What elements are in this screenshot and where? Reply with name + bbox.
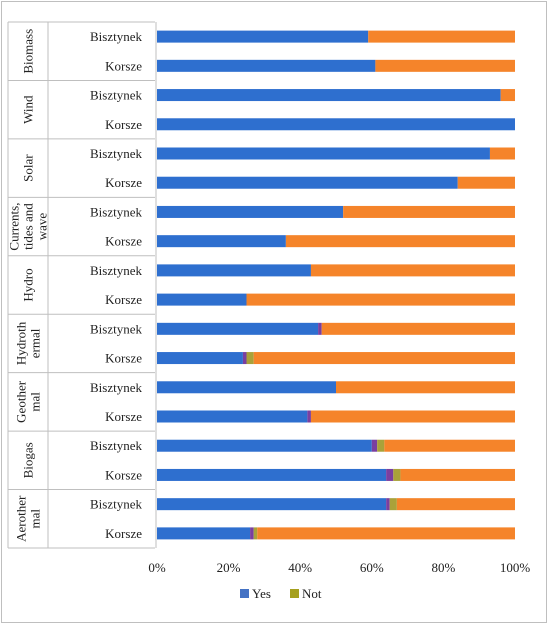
- bar-segment-purple: [371, 439, 378, 452]
- bar-segment-other: [400, 468, 515, 481]
- bar-segment-other: [489, 147, 515, 160]
- bar-segment-purple: [307, 410, 311, 423]
- row-label: Bisztynek: [90, 88, 142, 103]
- x-tick-label: 40%: [288, 560, 312, 575]
- row-label: Bisztynek: [90, 204, 142, 219]
- bar-segment-other: [500, 89, 515, 102]
- x-tick-label: 0%: [148, 560, 166, 575]
- bar-segment-not: [377, 439, 385, 452]
- bar-segment-other: [384, 439, 515, 452]
- bar-segment-yes: [157, 30, 369, 43]
- bar-segment-yes: [157, 59, 376, 72]
- bar-segment-other: [310, 264, 515, 277]
- row-label: Bisztynek: [90, 29, 142, 44]
- bar-segment-not: [246, 352, 254, 365]
- bar-segment-yes: [157, 118, 515, 131]
- bar-segment-other: [310, 410, 515, 423]
- bar-segment-not: [389, 498, 397, 511]
- row-label: Korsze: [105, 117, 142, 132]
- group-label-wind: Wind: [21, 95, 36, 124]
- group-label-geothermal: Geothermal: [14, 380, 43, 423]
- row-label: Korsze: [105, 351, 142, 366]
- bar-segment-yes: [157, 205, 344, 218]
- legend-label-not: Not: [302, 586, 322, 601]
- x-tick-label: 100%: [500, 560, 531, 575]
- bar-segment-other: [343, 205, 515, 218]
- bar-segment-yes: [157, 264, 311, 277]
- bar-segment-other: [396, 498, 515, 511]
- bar-segment-yes: [157, 381, 336, 394]
- legend-swatch-yes: [240, 589, 249, 598]
- bar-segment-yes: [157, 410, 308, 423]
- bar-segment-purple: [386, 468, 394, 481]
- group-label-aerothermal: Aerothermal: [14, 495, 43, 542]
- bar-segment-yes: [157, 527, 251, 540]
- row-label: Korsze: [105, 526, 142, 541]
- bar-segment-other: [457, 176, 515, 189]
- row-label: Bisztynek: [90, 380, 142, 395]
- bar-segment-yes: [157, 468, 387, 481]
- bar-segment-purple: [386, 498, 390, 511]
- bar-segment-other: [368, 30, 515, 43]
- row-label: Korsze: [105, 409, 142, 424]
- row-label: Bisztynek: [90, 263, 142, 278]
- bar-segment-yes: [157, 235, 286, 248]
- bar-segment-yes: [157, 293, 247, 306]
- row-label: Korsze: [105, 58, 142, 73]
- bar-segment-other: [285, 235, 515, 248]
- bar-segment-yes: [157, 322, 319, 335]
- row-label: Bisztynek: [90, 438, 142, 453]
- group-label-hydrothermal: Hydrothermal: [14, 321, 43, 365]
- row-label: Korsze: [105, 467, 142, 482]
- bar-segment-yes: [157, 176, 458, 189]
- bar-segment-yes: [157, 147, 490, 160]
- bar-segment-not: [393, 468, 401, 481]
- row-label: Korsze: [105, 234, 142, 249]
- row-label: Korsze: [105, 292, 142, 307]
- bar-segment-other: [257, 527, 515, 540]
- group-label-biomass: Biomass: [21, 29, 36, 74]
- bar-segment-yes: [157, 352, 243, 365]
- bar-segment-yes: [157, 498, 387, 511]
- x-tick-label: 60%: [360, 560, 384, 575]
- group-label-solar: Solar: [21, 154, 36, 182]
- x-tick-label: 20%: [217, 560, 241, 575]
- legend-label-yes: Yes: [252, 586, 271, 601]
- bar-segment-purple: [242, 352, 247, 365]
- bar-segment-purple: [250, 527, 254, 540]
- row-label: Korsze: [105, 175, 142, 190]
- bar-segment-other: [246, 293, 515, 306]
- x-tick-label: 80%: [431, 560, 455, 575]
- group-label-currents-tides-and-wave: Currents,tides andwave: [7, 203, 50, 251]
- legend-swatch-not: [290, 589, 299, 598]
- row-label: Bisztynek: [90, 497, 142, 512]
- bar-segment-other: [321, 322, 515, 335]
- group-label-biogas: Biogas: [21, 442, 36, 478]
- bar-segment-other: [375, 59, 515, 72]
- bar-segment-purple: [318, 322, 322, 335]
- row-label: Bisztynek: [90, 321, 142, 336]
- bar-segment-other: [336, 381, 515, 394]
- group-label-hydro: Hydro: [21, 268, 36, 301]
- bar-segment-yes: [157, 439, 372, 452]
- row-label: Bisztynek: [90, 146, 142, 161]
- bar-segment-yes: [157, 89, 501, 102]
- bar-segment-other: [253, 352, 515, 365]
- bar-segment-not: [253, 527, 258, 540]
